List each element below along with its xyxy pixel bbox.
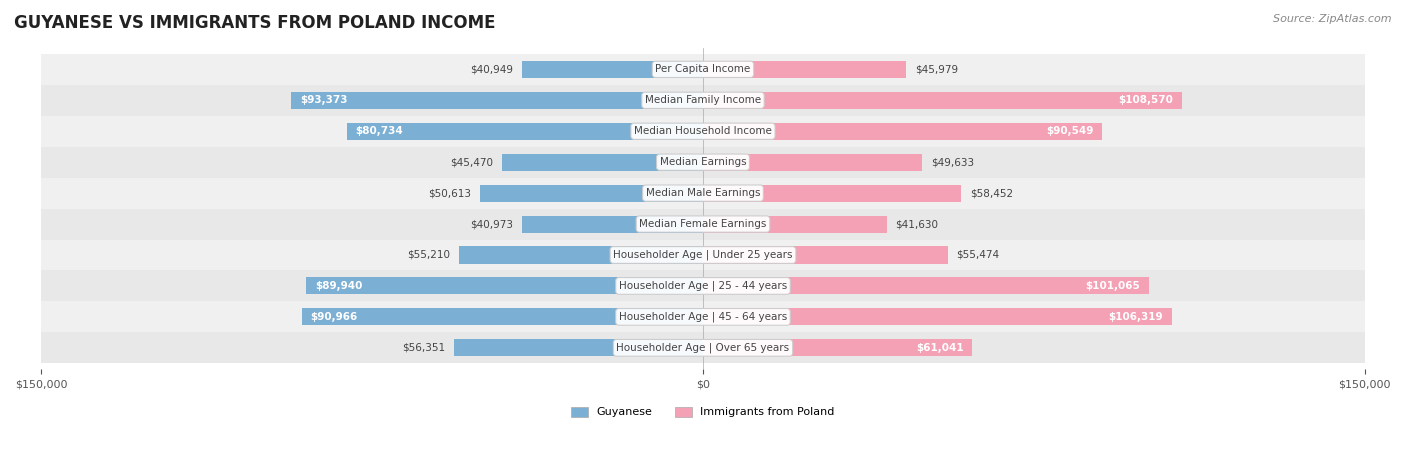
Bar (41, 240, 1365, 270)
Text: Median Family Income: Median Family Income (645, 95, 761, 105)
Bar (703, 92, 1182, 109)
Text: Householder Age | Over 65 years: Householder Age | Over 65 years (616, 343, 790, 353)
Bar (41, 301, 1365, 333)
Text: $40,973: $40,973 (471, 219, 513, 229)
Text: $45,470: $45,470 (450, 157, 494, 167)
Bar (41, 333, 1365, 363)
Text: $58,452: $58,452 (970, 188, 1012, 198)
Text: $50,613: $50,613 (427, 188, 471, 198)
Text: $108,570: $108,570 (1118, 95, 1173, 105)
Bar (41, 177, 1365, 209)
Bar (523, 61, 703, 78)
Bar (347, 123, 703, 140)
Text: Per Capita Income: Per Capita Income (655, 64, 751, 74)
Bar (302, 308, 703, 325)
Text: $93,373: $93,373 (299, 95, 347, 105)
Text: $41,630: $41,630 (896, 219, 938, 229)
Text: $80,734: $80,734 (356, 126, 404, 136)
Bar (460, 247, 703, 263)
Text: Householder Age | 25 - 44 years: Householder Age | 25 - 44 years (619, 281, 787, 291)
Text: GUYANESE VS IMMIGRANTS FROM POLAND INCOME: GUYANESE VS IMMIGRANTS FROM POLAND INCOM… (14, 14, 495, 32)
Bar (703, 123, 1102, 140)
Bar (41, 270, 1365, 301)
Bar (522, 216, 703, 233)
Bar (454, 340, 703, 356)
Text: $56,351: $56,351 (402, 343, 446, 353)
Text: $89,940: $89,940 (315, 281, 363, 291)
Bar (41, 209, 1365, 240)
Bar (41, 54, 1365, 85)
Text: $90,549: $90,549 (1046, 126, 1094, 136)
Text: $61,041: $61,041 (915, 343, 963, 353)
Text: $49,633: $49,633 (931, 157, 974, 167)
Text: Householder Age | Under 25 years: Householder Age | Under 25 years (613, 250, 793, 260)
Text: Median Household Income: Median Household Income (634, 126, 772, 136)
Legend: Guyanese, Immigrants from Poland: Guyanese, Immigrants from Poland (567, 402, 839, 422)
Bar (291, 92, 703, 109)
Text: $90,966: $90,966 (311, 312, 357, 322)
Bar (41, 147, 1365, 177)
Text: $55,474: $55,474 (956, 250, 1000, 260)
Bar (703, 247, 948, 263)
Bar (703, 61, 905, 78)
Text: $101,065: $101,065 (1085, 281, 1140, 291)
Bar (479, 184, 703, 202)
Bar (703, 308, 1173, 325)
Text: $45,979: $45,979 (915, 64, 957, 74)
Text: $40,949: $40,949 (471, 64, 513, 74)
Text: Median Earnings: Median Earnings (659, 157, 747, 167)
Text: Source: ZipAtlas.com: Source: ZipAtlas.com (1274, 14, 1392, 24)
Bar (502, 154, 703, 170)
Bar (703, 277, 1149, 295)
Text: Median Male Earnings: Median Male Earnings (645, 188, 761, 198)
Bar (703, 184, 960, 202)
Bar (307, 277, 703, 295)
Bar (703, 154, 922, 170)
Bar (41, 85, 1365, 116)
Bar (703, 340, 973, 356)
Text: Householder Age | 45 - 64 years: Householder Age | 45 - 64 years (619, 311, 787, 322)
Bar (703, 216, 887, 233)
Text: Median Female Earnings: Median Female Earnings (640, 219, 766, 229)
Bar (41, 116, 1365, 147)
Text: $106,319: $106,319 (1108, 312, 1163, 322)
Text: $55,210: $55,210 (408, 250, 450, 260)
